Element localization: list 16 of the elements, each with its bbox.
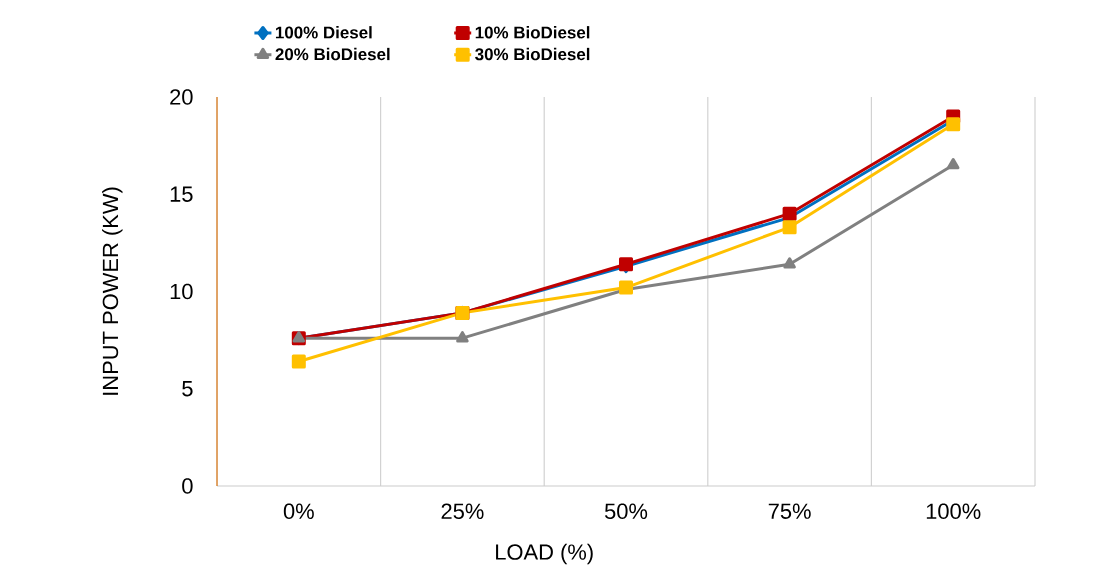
x-tick-label: 100%: [926, 503, 981, 520]
legend-label: 20% BioDiesel: [275, 47, 390, 61]
x-tick-label: 75%: [768, 503, 811, 519]
y-tick-label: 5: [182, 381, 193, 397]
y-axis-title: INPUT POWER (KW): [102, 187, 123, 395]
y-tick-label: 20: [170, 89, 193, 105]
x-tick-label: 0%: [283, 503, 314, 520]
x-tick-label: 50%: [604, 503, 648, 520]
y-tick-label: 10: [170, 283, 193, 300]
legend-label: 30% BioDiesel: [475, 47, 590, 61]
y-tick-label: 15: [170, 186, 193, 202]
y-tick-label: 0: [182, 478, 193, 494]
x-tick-label: 25%: [441, 503, 484, 520]
legend-label: 100% Diesel: [275, 26, 372, 39]
legend-label: 10% BioDiesel: [475, 26, 590, 39]
x-axis-title: LOAD (%): [496, 543, 593, 565]
